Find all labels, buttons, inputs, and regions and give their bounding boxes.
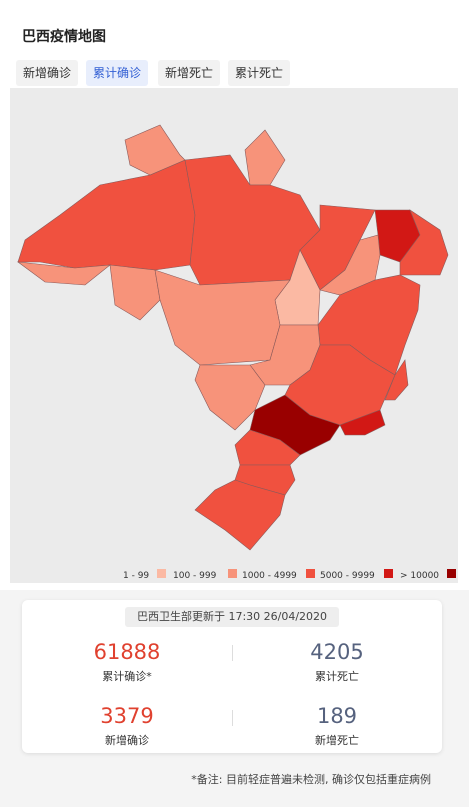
stat-label: 累计确诊* xyxy=(102,670,152,683)
tab[interactable]: 新增死亡 xyxy=(158,60,221,86)
legend-label: 1 - 99 xyxy=(123,571,149,581)
state xyxy=(244,129,286,186)
update-time: 巴西卫生部更新于 17:30 26/04/2020 xyxy=(125,607,339,627)
legend-label: 5000 - 9999 xyxy=(320,571,375,581)
state xyxy=(194,479,286,551)
state xyxy=(109,264,161,321)
note: *备注: 目前轻症普遍未检测, 确诊仅包括重症病例 xyxy=(191,773,431,786)
legend-swatch xyxy=(384,569,393,578)
tab[interactable]: 累计死亡 xyxy=(228,60,291,86)
state xyxy=(194,364,266,431)
map: 1 - 99 100 - 999 1000 - 4999 5000 - 9999 > 1… xyxy=(10,88,458,583)
legend-swatch xyxy=(447,569,456,578)
state xyxy=(384,359,409,401)
legend-label: 100 - 999 xyxy=(173,571,217,581)
map-card: 巴西疫情地图 新增确诊 累计确诊 新增死亡 累计死亡 xyxy=(0,0,469,590)
legend-swatch xyxy=(306,569,315,578)
stat-label: 新增确诊 xyxy=(105,734,149,747)
separator xyxy=(232,645,233,661)
stat-value: 61888 xyxy=(93,640,161,664)
legend: 1 - 99 100 - 999 1000 - 4999 5000 - 9999 > 1… xyxy=(123,569,456,581)
legend-label: 1000 - 4999 xyxy=(242,571,297,581)
state xyxy=(16,261,111,286)
stat-label: 累计死亡 xyxy=(315,670,359,683)
states xyxy=(16,124,449,551)
legend-swatch xyxy=(228,569,237,578)
tab[interactable]: 累计确诊 xyxy=(86,60,149,86)
legend-swatch xyxy=(157,569,166,578)
state xyxy=(339,409,386,436)
stat-value: 4205 xyxy=(310,640,364,664)
stat-label: 新增死亡 xyxy=(315,734,359,747)
title: 巴西疫情地图 xyxy=(22,29,106,45)
legend-label: > 10000 xyxy=(400,571,439,581)
stat-value: 3379 xyxy=(100,704,154,728)
state xyxy=(399,209,449,276)
tab[interactable]: 新增确诊 xyxy=(16,60,79,86)
stat-value: 189 xyxy=(316,704,358,728)
stats-card: 巴西卫生部更新于 17:30 26/04/2020 61888 累计确诊* 4205… xyxy=(22,600,442,753)
separator xyxy=(232,710,233,726)
